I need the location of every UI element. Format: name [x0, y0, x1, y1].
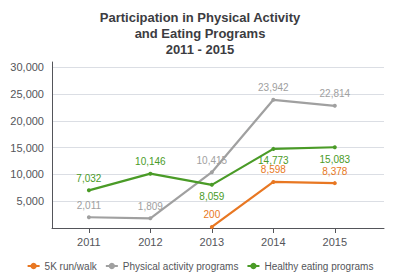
svg-text:10,146: 10,146 [135, 156, 166, 167]
svg-text:8,059: 8,059 [199, 191, 224, 202]
svg-text:20,000: 20,000 [10, 115, 44, 127]
svg-text:1,809: 1,809 [138, 201, 163, 212]
svg-text:14,773: 14,773 [258, 155, 289, 166]
svg-text:7,032: 7,032 [76, 173, 101, 184]
svg-text:30,000: 30,000 [10, 61, 44, 73]
svg-text:2,011: 2,011 [77, 200, 102, 211]
svg-text:10,000: 10,000 [10, 168, 44, 180]
svg-text:2015: 2015 [323, 236, 347, 248]
svg-text:Participation in Physical Acti: Participation in Physical Activity [100, 10, 301, 25]
svg-text:2012: 2012 [138, 236, 162, 248]
svg-text:2013: 2013 [200, 236, 224, 248]
svg-text:Healthy eating programs: Healthy eating programs [264, 261, 373, 272]
svg-text:15,083: 15,083 [320, 154, 351, 165]
svg-text:2011: 2011 [77, 236, 101, 248]
svg-text:22,814: 22,814 [320, 88, 351, 99]
svg-text:10,415: 10,415 [197, 155, 228, 166]
svg-text:25,000: 25,000 [10, 88, 44, 100]
svg-text:5K run/walk: 5K run/walk [45, 261, 98, 272]
svg-text:and Eating Programs: and Eating Programs [135, 26, 266, 41]
svg-text:5,000: 5,000 [16, 195, 44, 207]
svg-text:8,378: 8,378 [322, 166, 347, 177]
svg-text:15,000: 15,000 [10, 142, 44, 154]
svg-text:8,598: 8,598 [260, 164, 286, 176]
svg-text:23,942: 23,942 [258, 82, 289, 93]
svg-text:2011 - 2015: 2011 - 2015 [166, 42, 235, 57]
svg-text:200: 200 [204, 209, 221, 220]
svg-text:2014: 2014 [261, 236, 285, 248]
svg-text:Physical activity programs: Physical activity programs [123, 261, 239, 272]
